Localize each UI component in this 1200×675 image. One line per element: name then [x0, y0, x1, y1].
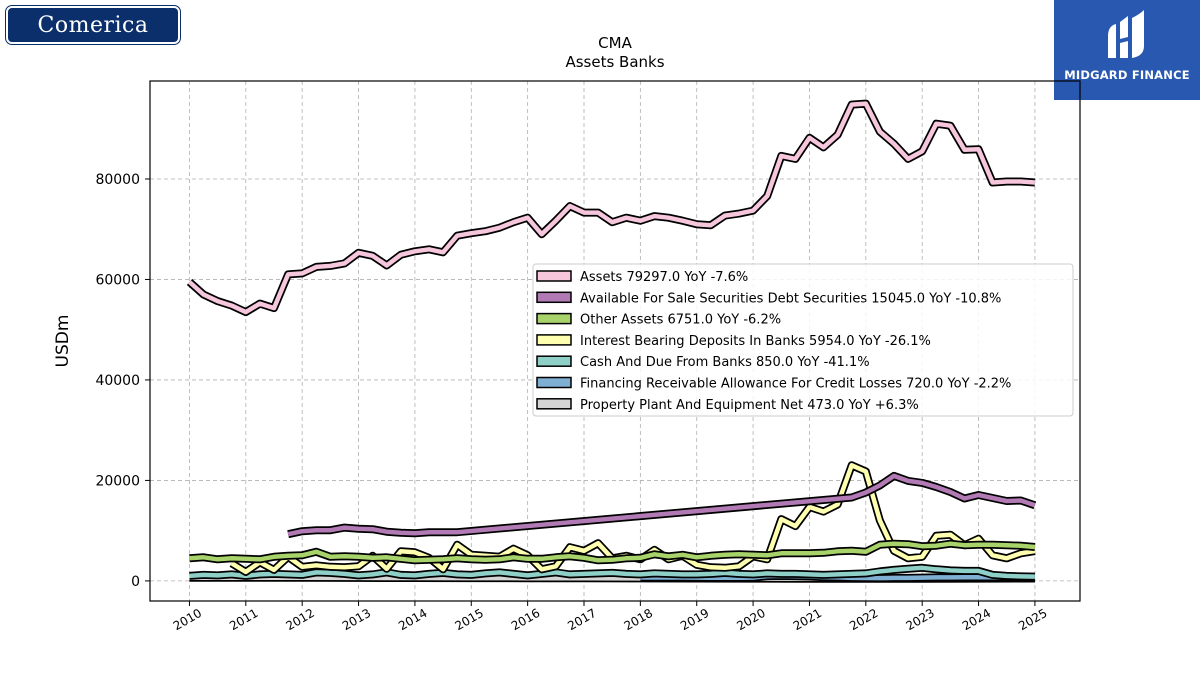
- legend-swatch-financing-receivable-allowance-for-credit-losses: [536, 376, 572, 389]
- series-line-cash-and-due-from-banks: [189, 565, 1035, 579]
- legend-label-other-assets: Other Assets 6751.0 YoY -6.2%: [580, 313, 781, 328]
- y-axis-label: USDm: [53, 315, 73, 368]
- y-tick-label: 20000: [95, 473, 140, 489]
- series-line-available-for-sale-securities-debt-securities: [287, 473, 1036, 537]
- legend-swatch-assets: [536, 270, 572, 282]
- x-tick-label: 2018: [622, 606, 655, 633]
- legend-label-property-plant-and-equipment-net: Property Plant And Equipment Net 473.0 Y…: [580, 398, 919, 413]
- comerica-logo: Comerica: [6, 6, 180, 44]
- x-tick-label: 2013: [340, 606, 373, 633]
- series-lines: [186, 99, 1037, 583]
- x-tick-label: 2015: [453, 606, 486, 633]
- legend-swatch-interest-bearing-deposits-in-banks: [536, 334, 572, 346]
- x-tick-label: 2021: [791, 606, 824, 633]
- legend-label-available-for-sale-securities-debt-securities: Available For Sale Securities Debt Secur…: [580, 291, 1001, 306]
- x-tick-label: 2010: [171, 606, 204, 633]
- legend-label-financing-receivable-allowance-for-credit-losses: Financing Receivable Allowance For Credi…: [580, 377, 1011, 392]
- legend: Assets 79297.0 YoY -7.6% Available For Sa…: [532, 263, 1074, 417]
- y-tick-label: 80000: [95, 172, 140, 188]
- chart-title: CMA: [598, 34, 632, 52]
- legend-swatch-cash-and-due-from-banks: [536, 355, 572, 367]
- comerica-logo-text: Comerica: [37, 12, 149, 38]
- x-tick-label: 2020: [734, 606, 767, 633]
- legend-label-assets: Assets 79297.0 YoY -7.6%: [580, 270, 748, 285]
- y-tick-label: 0: [131, 574, 140, 590]
- chart-subtitle: Assets Banks: [565, 53, 664, 71]
- plot-frame: [149, 80, 1081, 602]
- x-tick-label: 2017: [565, 606, 598, 633]
- legend-label-interest-bearing-deposits-in-banks: Interest Bearing Deposits In Banks 5954.…: [580, 334, 931, 349]
- x-tick-label: 2014: [396, 606, 429, 633]
- y-tick-label: 60000: [95, 272, 140, 288]
- x-tick-label: 2022: [847, 606, 880, 633]
- legend-label-cash-and-due-from-banks: Cash And Due From Banks 850.0 YoY -41.1%: [580, 355, 870, 370]
- x-tick-label: 2016: [509, 606, 542, 633]
- series-line-other-assets: [189, 541, 1036, 563]
- x-tick-label: 2025: [1016, 606, 1049, 633]
- midgard-finance-emblem-icon: [1108, 10, 1144, 58]
- midgard-finance-wordmark: MIDGARD FINANCE: [1064, 68, 1190, 82]
- x-tick-label: 2023: [903, 606, 936, 633]
- legend-swatch-property-plant-and-equipment-net: [536, 398, 572, 410]
- legend-swatch-other-assets: [536, 312, 572, 325]
- series-line-assets: [188, 101, 1036, 315]
- x-tick-label: 2024: [960, 606, 993, 633]
- y-tick-label: 40000: [95, 373, 140, 389]
- x-tick-label: 2011: [227, 606, 260, 633]
- x-tick-label: 2012: [283, 606, 316, 633]
- legend-swatch-available-for-sale-securities-debt-securities: [536, 291, 572, 304]
- x-tick-label: 2019: [678, 606, 711, 633]
- legend-box: [532, 263, 1074, 417]
- midgard-finance-logo: MIDGARD FINANCE: [1054, 0, 1200, 100]
